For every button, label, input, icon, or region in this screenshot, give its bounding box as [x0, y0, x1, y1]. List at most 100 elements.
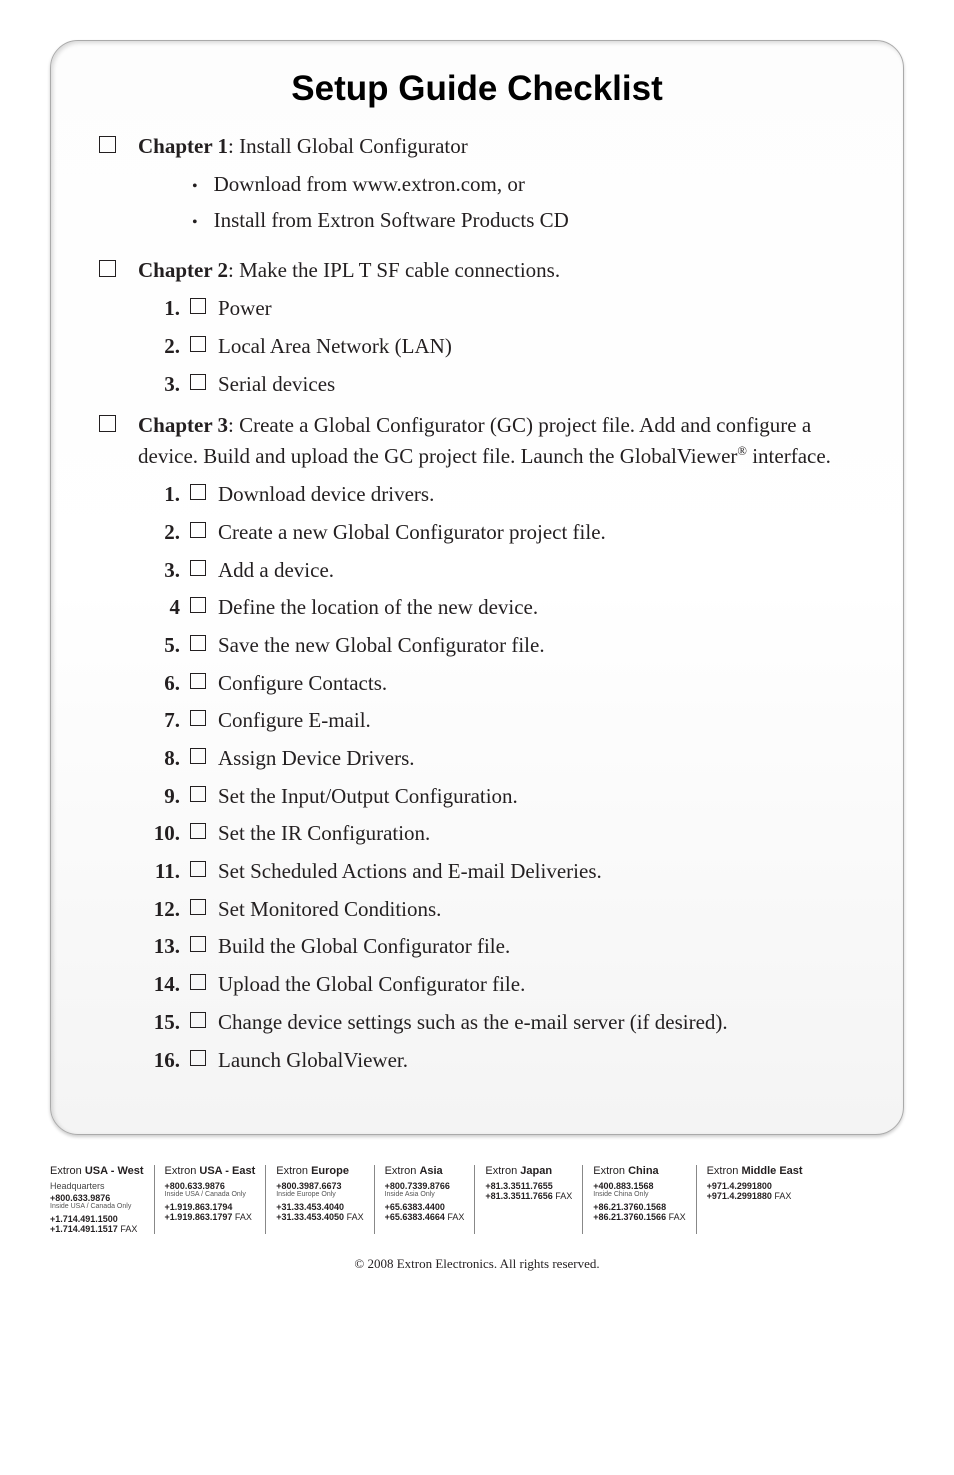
item-checkbox[interactable]	[190, 786, 206, 802]
item-number: 2.	[138, 329, 180, 365]
item-checkbox[interactable]	[190, 899, 206, 915]
footer-col-title: Extron USA - East	[165, 1165, 256, 1177]
item-number: 12.	[138, 892, 180, 928]
footer-note: Inside USA / Canada Only	[50, 1203, 144, 1211]
item-number: 14.	[138, 967, 180, 1003]
numbered-list: 1.Power2. Local Area Network (LAN)3.Seria…	[138, 291, 855, 402]
numbered-item: 14.Upload the Global Configurator file.	[138, 967, 855, 1003]
footer-column: Extron USA - WestHeadquarters+800.633.98…	[50, 1165, 154, 1233]
chapter-checkbox[interactable]	[99, 260, 116, 277]
chapter-row: Chapter 3: Create a Global Configurator …	[99, 410, 855, 1080]
footer-phone: +800.633.9876	[165, 1181, 256, 1191]
bullet-text: Download from www.extron.com, or	[214, 167, 525, 203]
numbered-item: 2.Create a new Global Configurator proje…	[138, 515, 855, 551]
footer-note: Inside Europe Only	[276, 1191, 363, 1199]
footer-phone: +800.7339.8766	[385, 1181, 465, 1191]
item-text: Configure E-mail.	[218, 703, 855, 739]
numbered-item: 3.Serial devices	[138, 367, 855, 403]
item-number: 9.	[138, 779, 180, 815]
numbered-item: 8. Assign Device Drivers.	[138, 741, 855, 777]
item-checkbox[interactable]	[190, 298, 206, 314]
item-checkbox[interactable]	[190, 823, 206, 839]
footer-fax: +81.3.3511.7656 FAX	[485, 1191, 572, 1201]
bullet-dot: •	[192, 209, 198, 236]
item-checkbox[interactable]	[190, 974, 206, 990]
item-text: Save the new Global Configurator file.	[218, 628, 855, 664]
numbered-item: 1. Download device drivers.	[138, 477, 855, 513]
bullet-item: • Download from www.extron.com, or	[192, 167, 855, 203]
page-title: Setup Guide Checklist	[99, 69, 855, 109]
item-number: 5.	[138, 628, 180, 664]
item-checkbox[interactable]	[190, 861, 206, 877]
footer-phone: +971.4.2991800	[707, 1181, 803, 1191]
footer-column: Extron Asia +800.7339.8766Inside Asia Onl…	[374, 1165, 475, 1233]
item-number: 7.	[138, 703, 180, 739]
footer-column: Extron China+400.883.1568Inside China On…	[582, 1165, 695, 1233]
chapter-body: Chapter 2: Make the IPL T SF cable conne…	[138, 255, 855, 405]
page: Setup Guide Checklist Chapter 1: Install…	[0, 0, 954, 1302]
numbered-item: 1.Power	[138, 291, 855, 327]
footer-col-title: Extron Asia	[385, 1165, 465, 1177]
item-number: 1.	[138, 477, 180, 513]
footer-phone: +400.883.1568	[593, 1181, 685, 1191]
item-text: Assign Device Drivers.	[218, 741, 855, 777]
chapter-heading: Chapter 1: Install Global Configurator	[138, 131, 855, 161]
numbered-item: 13.Build the Global Configurator file.	[138, 929, 855, 965]
item-checkbox[interactable]	[190, 673, 206, 689]
item-number: 3.	[138, 367, 180, 403]
numbered-item: 11.Set Scheduled Actions and E-mail Deli…	[138, 854, 855, 890]
bullet-list: •Download from www.extron.com, or•Instal…	[192, 167, 855, 238]
item-checkbox[interactable]	[190, 1012, 206, 1028]
item-number: 6.	[138, 666, 180, 702]
item-checkbox[interactable]	[190, 484, 206, 500]
numbered-item: 10.Set the IR Configuration.	[138, 816, 855, 852]
checklist-card: Setup Guide Checklist Chapter 1: Install…	[50, 40, 904, 1135]
footer-col-title: Extron Europe	[276, 1165, 363, 1177]
bullet-dot: •	[192, 173, 198, 200]
footer-note: Inside Asia Only	[385, 1191, 465, 1199]
contact-footer: Extron USA - WestHeadquarters+800.633.98…	[50, 1165, 904, 1233]
item-checkbox[interactable]	[190, 635, 206, 651]
item-checkbox[interactable]	[190, 936, 206, 952]
numbered-item: 16.Launch GlobalViewer.	[138, 1043, 855, 1079]
numbered-item: 3.Add a device.	[138, 553, 855, 589]
chapter-checkbox[interactable]	[99, 136, 116, 153]
item-checkbox[interactable]	[190, 336, 206, 352]
item-number: 2.	[138, 515, 180, 551]
numbered-item: 15.Change device settings such as the e-…	[138, 1005, 855, 1041]
footer-phone: +86.21.3760.1568	[593, 1202, 685, 1212]
item-number: 3.	[138, 553, 180, 589]
item-checkbox[interactable]	[190, 597, 206, 613]
numbered-item: 12.Set Monitored Conditions.	[138, 892, 855, 928]
footer-phone: +1.714.491.1500	[50, 1214, 144, 1224]
footer-column: Extron Europe+800.3987.6673Inside Europe…	[265, 1165, 373, 1233]
numbered-item: 6.Configure Contacts.	[138, 666, 855, 702]
item-checkbox[interactable]	[190, 748, 206, 764]
item-checkbox[interactable]	[190, 1050, 206, 1066]
chapter-body: Chapter 1: Install Global Configurator • D…	[138, 131, 855, 249]
footer-phone: +800.633.9876	[50, 1193, 144, 1203]
item-text: Set the IR Configuration.	[218, 816, 855, 852]
chapter-checkbox[interactable]	[99, 415, 116, 432]
item-checkbox[interactable]	[190, 710, 206, 726]
item-checkbox[interactable]	[190, 560, 206, 576]
item-number: 4	[138, 590, 180, 626]
item-checkbox[interactable]	[190, 374, 206, 390]
footer-column: Extron Japan+81.3.3511.7655+81.3.3511.76…	[474, 1165, 582, 1233]
item-checkbox[interactable]	[190, 522, 206, 538]
numbered-item: 9. Set the Input/Output Configuration.	[138, 779, 855, 815]
item-text: Launch GlobalViewer.	[218, 1043, 855, 1079]
footer-phone: +81.3.3511.7655	[485, 1181, 572, 1191]
item-text: Set the Input/Output Configuration.	[218, 779, 855, 815]
footer-column: Extron USA - East+800.633.9876Inside USA…	[154, 1165, 266, 1233]
item-text: Download device drivers.	[218, 477, 855, 513]
footer-fax: +1.919.863.1797 FAX	[165, 1212, 256, 1222]
chapter-row: Chapter 1: Install Global Configurator • D…	[99, 131, 855, 249]
item-text: Change device settings such as the e-mai…	[218, 1005, 855, 1041]
numbered-item: 2. Local Area Network (LAN)	[138, 329, 855, 365]
item-number: 8.	[138, 741, 180, 777]
item-text: Local Area Network (LAN)	[218, 329, 855, 365]
item-text: Define the location of the new device.	[218, 590, 855, 626]
footer-col-title: Extron Middle East	[707, 1165, 803, 1177]
footer-fax: +86.21.3760.1566 FAX	[593, 1212, 685, 1222]
